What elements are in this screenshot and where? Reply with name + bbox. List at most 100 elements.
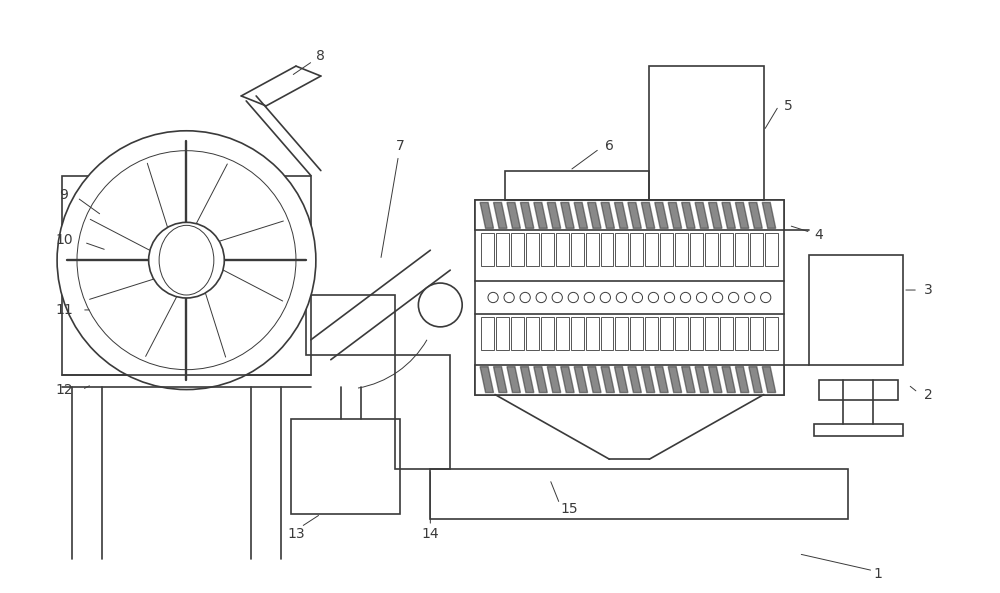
Bar — [814, 425, 903, 436]
Bar — [601, 233, 613, 266]
Polygon shape — [588, 366, 601, 393]
Bar — [496, 233, 509, 266]
Text: 11: 11 — [55, 303, 73, 317]
Text: 15: 15 — [561, 502, 578, 516]
Polygon shape — [601, 366, 614, 393]
Polygon shape — [695, 366, 709, 393]
Text: 13: 13 — [287, 527, 305, 541]
Bar — [505, 171, 649, 200]
Bar — [615, 233, 628, 266]
Bar — [291, 419, 400, 514]
Bar — [571, 233, 584, 266]
Bar — [395, 355, 450, 469]
Polygon shape — [668, 366, 682, 393]
Polygon shape — [480, 202, 494, 228]
Text: 10: 10 — [55, 233, 73, 247]
Circle shape — [418, 283, 462, 327]
Bar — [750, 233, 763, 266]
Circle shape — [57, 131, 316, 390]
Polygon shape — [735, 202, 749, 228]
Polygon shape — [749, 366, 762, 393]
Text: 9: 9 — [60, 189, 68, 202]
Bar — [765, 317, 778, 350]
Bar — [690, 317, 703, 350]
Bar — [660, 233, 673, 266]
Bar — [556, 233, 569, 266]
Polygon shape — [480, 366, 494, 393]
Polygon shape — [534, 366, 547, 393]
Polygon shape — [655, 202, 668, 228]
Bar — [526, 233, 539, 266]
Text: 12: 12 — [55, 382, 73, 397]
Bar — [306, 295, 395, 355]
Polygon shape — [628, 202, 641, 228]
Text: 3: 3 — [924, 283, 932, 297]
Bar — [675, 317, 688, 350]
Bar — [571, 317, 584, 350]
Text: 4: 4 — [814, 228, 823, 243]
Circle shape — [149, 222, 224, 298]
Text: 8: 8 — [316, 49, 325, 63]
Polygon shape — [534, 202, 547, 228]
Bar — [496, 317, 509, 350]
Bar — [475, 365, 784, 394]
Polygon shape — [682, 202, 695, 228]
Polygon shape — [507, 366, 520, 393]
Text: 2: 2 — [924, 388, 932, 401]
Text: 14: 14 — [422, 527, 439, 541]
Polygon shape — [588, 202, 601, 228]
Polygon shape — [735, 366, 749, 393]
Bar — [586, 317, 599, 350]
Bar — [750, 317, 763, 350]
Bar — [630, 233, 643, 266]
Bar — [660, 317, 673, 350]
Bar — [705, 317, 718, 350]
Polygon shape — [762, 202, 776, 228]
Polygon shape — [709, 202, 722, 228]
Bar — [541, 317, 554, 350]
Polygon shape — [641, 366, 655, 393]
Polygon shape — [655, 366, 668, 393]
Polygon shape — [494, 366, 507, 393]
Polygon shape — [722, 202, 735, 228]
Bar — [649, 66, 764, 200]
Bar — [690, 233, 703, 266]
Bar — [511, 233, 524, 266]
Polygon shape — [749, 202, 762, 228]
Bar — [645, 233, 658, 266]
Bar — [735, 317, 748, 350]
Polygon shape — [547, 202, 561, 228]
Polygon shape — [520, 202, 534, 228]
Bar — [586, 233, 599, 266]
Polygon shape — [614, 366, 628, 393]
Polygon shape — [709, 366, 722, 393]
Polygon shape — [574, 366, 588, 393]
Bar — [541, 233, 554, 266]
Polygon shape — [601, 202, 614, 228]
Polygon shape — [494, 202, 507, 228]
Bar — [481, 233, 494, 266]
Bar — [556, 317, 569, 350]
Polygon shape — [722, 366, 735, 393]
Bar — [720, 317, 733, 350]
Polygon shape — [668, 202, 682, 228]
Polygon shape — [682, 366, 695, 393]
Bar — [511, 317, 524, 350]
Polygon shape — [695, 202, 709, 228]
Text: 1: 1 — [874, 567, 883, 581]
Polygon shape — [762, 366, 776, 393]
Polygon shape — [641, 202, 655, 228]
Bar — [645, 317, 658, 350]
Text: 7: 7 — [396, 139, 405, 153]
Bar — [615, 317, 628, 350]
Bar — [630, 317, 643, 350]
Bar — [819, 380, 898, 400]
Bar — [481, 317, 494, 350]
Polygon shape — [561, 202, 574, 228]
Text: 6: 6 — [605, 139, 614, 153]
Bar — [475, 200, 784, 230]
Polygon shape — [614, 202, 628, 228]
Bar — [735, 233, 748, 266]
Bar — [809, 255, 903, 365]
Bar — [62, 176, 311, 375]
